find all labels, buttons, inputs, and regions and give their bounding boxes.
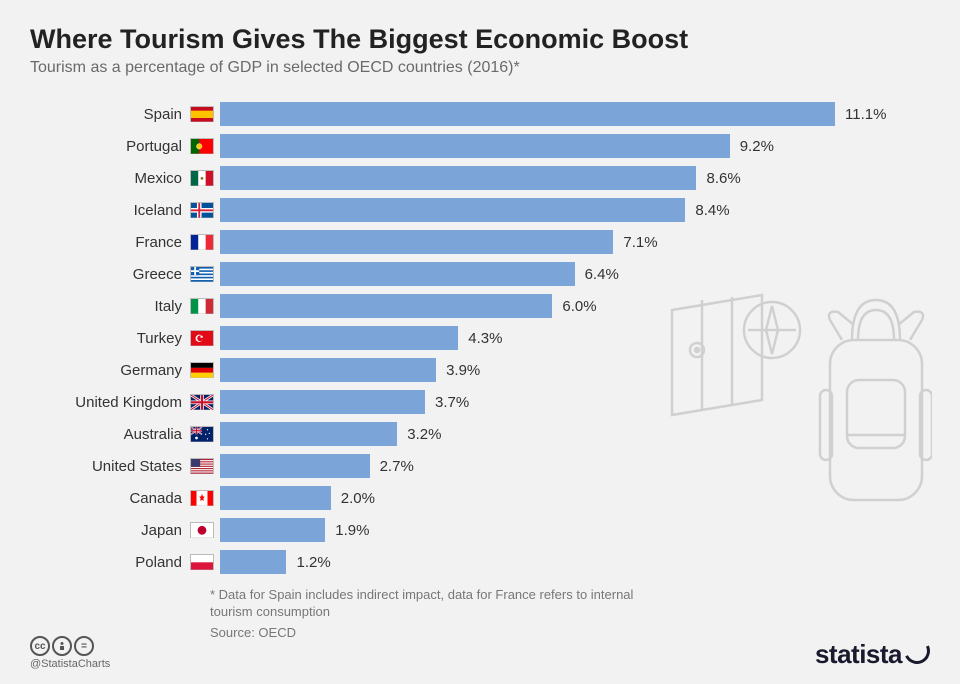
bar-value: 7.1% (623, 234, 657, 251)
chart-row: Mexico 8.6% (70, 163, 890, 193)
flag-icon (190, 426, 214, 442)
bar (220, 102, 835, 126)
country-label: Italy (70, 298, 190, 315)
chart-row: Germany 3.9% (70, 355, 890, 385)
country-label: Portugal (70, 138, 190, 155)
flag-icon (190, 266, 214, 282)
chart-row: Japan 1.9% (70, 515, 890, 545)
bar-value: 3.9% (446, 362, 480, 379)
flag-icon (190, 458, 214, 474)
flag-icon (190, 234, 214, 250)
bar-value: 3.7% (435, 394, 469, 411)
flag-icon (190, 554, 214, 570)
bar (220, 230, 613, 254)
chart-row: Iceland 8.4% (70, 195, 890, 225)
bar (220, 294, 552, 318)
bar (220, 134, 730, 158)
bar-value: 3.2% (407, 426, 441, 443)
bar (220, 486, 331, 510)
flag-icon (190, 202, 214, 218)
flag-icon (190, 330, 214, 346)
bar-value: 11.1% (845, 106, 886, 123)
bar-value: 8.4% (695, 202, 729, 219)
chart-row: Poland 1.2% (70, 547, 890, 577)
country-label: Greece (70, 266, 190, 283)
bar-value: 6.0% (562, 298, 596, 315)
country-label: Spain (70, 106, 190, 123)
flag-icon (190, 170, 214, 186)
country-label: United Kingdom (70, 394, 190, 411)
bar (220, 518, 325, 542)
bar-value: 9.2% (740, 138, 774, 155)
bar-value: 2.7% (380, 458, 414, 475)
flag-icon (190, 490, 214, 506)
country-label: Iceland (70, 202, 190, 219)
cc-icon: cc (30, 636, 50, 656)
flag-icon (190, 106, 214, 122)
chart-row: Portugal 9.2% (70, 131, 890, 161)
bar (220, 166, 696, 190)
flag-icon (190, 522, 214, 538)
bar (220, 326, 458, 350)
bar (220, 550, 286, 574)
by-icon (52, 636, 72, 656)
chart-row: Greece 6.4% (70, 259, 890, 289)
chart-row: Italy 6.0% (70, 291, 890, 321)
country-label: Turkey (70, 330, 190, 347)
country-label: Australia (70, 426, 190, 443)
bar-chart: Spain 11.1% Portugal 9.2% Mexico 8.6% Iceland 8… (70, 99, 890, 577)
flag-icon (190, 298, 214, 314)
chart-row: Canada 2.0% (70, 483, 890, 513)
chart-row: France 7.1% (70, 227, 890, 257)
bar (220, 358, 436, 382)
chart-footnote: * Data for Spain includes indirect impac… (210, 587, 650, 621)
chart-row: Spain 11.1% (70, 99, 890, 129)
country-label: France (70, 234, 190, 251)
bar-value: 6.4% (585, 266, 619, 283)
twitter-handle: @StatistaCharts (30, 658, 110, 670)
chart-row: United Kingdom 3.7% (70, 387, 890, 417)
chart-subtitle: Tourism as a percentage of GDP in select… (30, 59, 930, 77)
flag-icon (190, 394, 214, 410)
country-label: Germany (70, 362, 190, 379)
attribution-block: cc = @StatistaCharts (30, 636, 110, 670)
bar-value: 2.0% (341, 490, 375, 507)
bar (220, 198, 685, 222)
country-label: Japan (70, 522, 190, 539)
bar-value: 8.6% (706, 170, 740, 187)
bar-value: 1.2% (296, 554, 330, 571)
bar (220, 262, 575, 286)
bar-value: 1.9% (335, 522, 369, 539)
nd-icon: = (74, 636, 94, 656)
country-label: United States (70, 458, 190, 475)
chart-row: Turkey 4.3% (70, 323, 890, 353)
bar (220, 454, 370, 478)
country-label: Mexico (70, 170, 190, 187)
bar (220, 390, 425, 414)
statista-logo: statista (815, 639, 930, 670)
chart-title: Where Tourism Gives The Biggest Economic… (30, 24, 930, 55)
flag-icon (190, 138, 214, 154)
flag-icon (190, 362, 214, 378)
country-label: Canada (70, 490, 190, 507)
chart-row: United States 2.7% (70, 451, 890, 481)
country-label: Poland (70, 554, 190, 571)
chart-row: Australia 3.2% (70, 419, 890, 449)
bar (220, 422, 397, 446)
bar-value: 4.3% (468, 330, 502, 347)
